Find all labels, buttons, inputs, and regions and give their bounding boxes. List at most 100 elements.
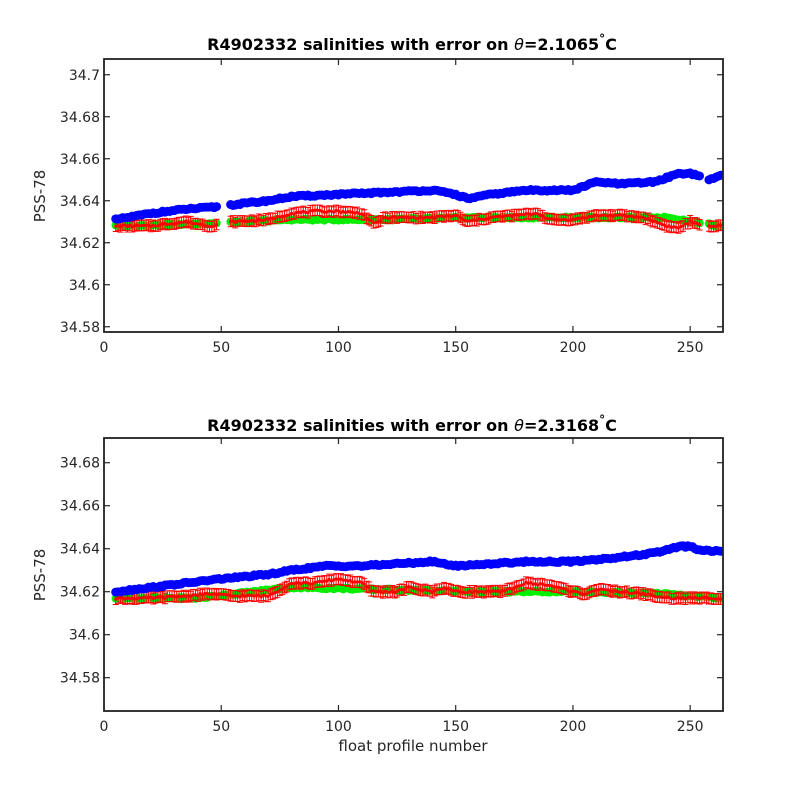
- calibrated-point: [522, 582, 526, 586]
- calibrated-point: [376, 589, 380, 593]
- calibrated-point: [604, 214, 608, 218]
- calibrated-point: [259, 595, 263, 599]
- calibrated-point: [407, 216, 411, 220]
- calibrated-point: [719, 597, 723, 601]
- calibrated-point: [355, 210, 359, 214]
- calibrated-point: [554, 585, 559, 589]
- calibrated-point: [238, 219, 242, 223]
- calibrated-point: [517, 584, 521, 588]
- calibrated-point: [653, 219, 657, 223]
- calibrated-point: [273, 216, 277, 221]
- calibrated-point: [170, 222, 174, 226]
- calibrated-point: [688, 595, 692, 599]
- calibrated-point: [308, 582, 312, 586]
- calibrated-point: [294, 581, 298, 585]
- calibrated-point: [545, 583, 549, 587]
- calibrated-point: [268, 216, 273, 220]
- series-uncalibrated: [111, 168, 723, 224]
- calibrated-point: [275, 590, 280, 594]
- calibrated-point: [418, 214, 423, 219]
- calibrated-point: [142, 223, 146, 227]
- calibrated-point: [714, 224, 718, 229]
- calibrated-point: [552, 218, 556, 222]
- calibrated-point: [367, 585, 371, 589]
- calibrated-point: [139, 223, 144, 228]
- calibrated-point: [604, 588, 608, 592]
- calibrated-point: [468, 589, 472, 593]
- calibrated-point: [207, 225, 212, 229]
- calibrated-point: [719, 223, 723, 227]
- calibrated-point: [444, 214, 448, 218]
- calibrated-point: [390, 215, 394, 219]
- calibrated-point: [383, 589, 387, 593]
- calibrated-point: [374, 590, 378, 594]
- calibrated-point: [486, 216, 491, 221]
- calibrated-point: [184, 219, 188, 223]
- calibrated-point: [665, 595, 669, 600]
- calibrated-point: [259, 218, 263, 222]
- calibrated-point: [233, 221, 237, 225]
- calibrated-point: [203, 591, 207, 596]
- calibrated-point: [503, 214, 507, 218]
- calibrated-point: [297, 210, 301, 214]
- calibrated-point: [686, 222, 690, 226]
- calibrated-point: [435, 214, 439, 219]
- calibrated-point: [271, 216, 275, 220]
- calibrated-point: [702, 596, 706, 600]
- calibrated-point: [714, 597, 718, 601]
- calibrated-point: [287, 213, 291, 217]
- calibrated-point: [168, 222, 172, 226]
- plot-area: [103, 437, 724, 712]
- calibrated-point: [369, 589, 373, 593]
- calibrated-point: [250, 218, 254, 222]
- calibrated-point: [304, 210, 308, 215]
- calibrated-point: [470, 591, 474, 595]
- calibrated-point: [357, 212, 362, 216]
- calibrated-point: [170, 594, 174, 598]
- calibrated-point: [712, 597, 716, 601]
- calibrated-point: [641, 591, 645, 595]
- calibrated-point: [648, 218, 652, 223]
- calibrated-point: [229, 594, 233, 598]
- calibrated-point: [646, 216, 650, 220]
- calibrated-point: [315, 208, 319, 212]
- calibrated-point: [329, 579, 334, 583]
- x-tick-label: 200: [560, 340, 587, 356]
- calibrated-point: [177, 594, 181, 599]
- calibrated-point: [498, 590, 502, 594]
- calibrated-point: [146, 595, 151, 600]
- plot-frame: [103, 58, 724, 333]
- calibrated-point: [322, 579, 327, 583]
- x-tick-label: 0: [100, 719, 109, 735]
- calibrated-point: [571, 589, 575, 593]
- calibrated-point: [198, 222, 202, 226]
- calibrated-point: [585, 592, 589, 596]
- calibrated-point: [479, 589, 484, 593]
- x-tick-label: 50: [212, 340, 230, 356]
- calibrated-point: [524, 580, 528, 584]
- calibrated-point: [313, 580, 317, 584]
- calibrated-point: [393, 215, 397, 219]
- x-tick-label: 0: [100, 340, 109, 356]
- calibrated-point: [132, 597, 137, 601]
- calibrated-point: [146, 223, 151, 227]
- uncalibrated-point: [212, 202, 222, 212]
- calibrated-point: [716, 597, 720, 601]
- calibrated-point: [540, 214, 545, 218]
- calibrated-point: [707, 596, 711, 601]
- calibrated-point: [292, 212, 296, 216]
- calibrated-point: [503, 589, 507, 593]
- calibrated-point: [163, 596, 167, 600]
- calibrated-point: [639, 215, 643, 219]
- calibrated-point: [538, 582, 542, 586]
- calibrated-point: [350, 580, 355, 584]
- calibrated-point: [428, 589, 432, 593]
- calibrated-point: [465, 591, 470, 595]
- x-tick-label: 150: [442, 340, 469, 356]
- calibrated-point: [165, 594, 169, 598]
- y-tick-label: 34.6: [69, 628, 100, 644]
- x-tick-label: 100: [325, 340, 352, 356]
- calibrated-point: [583, 216, 587, 220]
- calibrated-point: [280, 587, 284, 591]
- calibrated-point: [496, 589, 500, 593]
